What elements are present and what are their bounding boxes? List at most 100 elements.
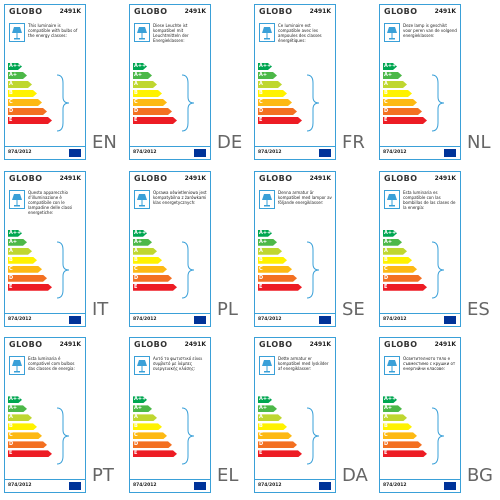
compatibility-text: Ce luminaire est compatible avec les amp… — [278, 23, 322, 43]
model-number: 2491K — [184, 174, 206, 182]
eu-flag — [194, 149, 206, 157]
compatibility-text: Denna armatur är kompatibel med lampor a… — [278, 189, 332, 205]
model-number: 2491K — [59, 8, 81, 15]
lamp-icon — [259, 23, 275, 42]
class-bracket — [180, 73, 200, 137]
brand-logo: GLOBO — [384, 173, 418, 183]
label-footer: 874/2012 — [5, 479, 85, 492]
lamp-glyph — [12, 360, 22, 373]
bracket-glyph — [306, 407, 320, 465]
class-bracket — [55, 406, 75, 470]
eu-flag — [319, 315, 331, 324]
energy-class-bar: A — [8, 81, 32, 88]
bracket-glyph — [181, 74, 195, 132]
energy-class-bar: A+ — [133, 239, 152, 246]
lamp-icon — [259, 189, 275, 209]
energy-class-bar: E — [383, 450, 427, 457]
regulation-number: 874/2012 — [258, 316, 282, 322]
energy-class-bar: C — [258, 432, 292, 439]
energy-class-bar: A++ — [134, 396, 147, 403]
regulation-number: 874/2012 — [258, 483, 282, 489]
energy-label-cell: GLOBO 2491K Oprawa oświetleniowa jest komp… — [125, 167, 250, 333]
lamp-glyph — [137, 27, 147, 40]
energy-class-bar: A — [258, 81, 282, 88]
energy-class-bar: E — [133, 450, 177, 457]
lamp-icon — [9, 23, 25, 42]
label-footer: 874/2012 — [5, 146, 85, 159]
bracket-glyph — [431, 407, 445, 465]
energy-class-bar: D — [133, 441, 172, 448]
energy-label-cell: GLOBO 2491K Denna armatur är kompatibel me… — [250, 167, 375, 333]
energy-class-bar: C — [133, 432, 167, 439]
label-footer: 874/2012 — [130, 312, 210, 326]
model-number: 2491K — [184, 8, 206, 15]
eu-flag — [444, 482, 456, 491]
eu-flag — [319, 149, 331, 157]
language-code: PL — [217, 298, 238, 320]
compatibility-text: Diese Leuchte ist kompatibel mit Leuchtm… — [153, 23, 189, 43]
lamp-icon — [384, 356, 400, 376]
lamp-glyph — [262, 27, 272, 40]
model-number: 2491K — [309, 8, 331, 15]
energy-class-bar: A+ — [8, 239, 27, 246]
energy-class-bar: A++ — [259, 229, 272, 236]
class-bracket — [180, 406, 200, 470]
language-code: SE — [342, 298, 365, 320]
energy-label-cell: GLOBO 2491K Осветителното тяло е съвместим… — [375, 333, 500, 499]
model-number: 2491K — [59, 174, 81, 182]
energy-class-bar: B — [258, 90, 287, 97]
energy-class-bar: B — [383, 90, 412, 97]
energy-label-cell: GLOBO 2491K This luminaire is compatible w… — [0, 0, 125, 166]
language-code: DE — [217, 132, 243, 153]
energy-class-bar: D — [383, 108, 422, 115]
class-bracket — [430, 73, 450, 137]
regulation-number: 874/2012 — [8, 316, 32, 322]
energy-class-bar: E — [383, 284, 427, 291]
class-bracket — [305, 240, 325, 304]
compatibility-text: This luminaire is compatible with bulbs … — [28, 23, 78, 38]
energy-label-cell: GLOBO 2491K Αυτό το φωτιστικό είναι συμβατ… — [125, 333, 250, 499]
language-code: PT — [92, 465, 114, 487]
label-footer: 874/2012 — [380, 479, 460, 492]
energy-label: GLOBO 2491K Oprawa oświetleniowa jest komp… — [129, 170, 211, 327]
energy-class-bar: A — [8, 248, 32, 255]
energy-class-bar: E — [383, 117, 427, 124]
brand-logo: GLOBO — [9, 340, 43, 350]
energy-class-bar: C — [383, 99, 417, 106]
regulation-number: 874/2012 — [8, 150, 32, 155]
class-bracket — [305, 73, 325, 137]
energy-class-bar: A++ — [384, 229, 397, 236]
lamp-icon — [134, 356, 150, 376]
regulation-number: 874/2012 — [383, 483, 407, 489]
language-code: NL — [467, 132, 491, 153]
energy-label: GLOBO 2491K Esta luminaria é compativel co… — [4, 337, 86, 494]
model-number: 2491K — [434, 174, 456, 182]
energy-label-cell: GLOBO 2491K Deze lamp is geschikt voor per… — [375, 0, 500, 166]
lamp-glyph — [387, 27, 397, 40]
energy-label: GLOBO 2491K Deze lamp is geschikt voor per… — [379, 4, 461, 160]
lamp-glyph — [387, 193, 397, 207]
bracket-glyph — [306, 74, 320, 132]
energy-label-cell: GLOBO 2491K Esta luminaria es compatible c… — [375, 167, 500, 333]
energy-class-bar: D — [133, 275, 172, 282]
model-number: 2491K — [434, 8, 456, 15]
energy-class-bar: A+ — [8, 405, 27, 412]
bracket-glyph — [56, 74, 70, 132]
energy-class-bar: C — [258, 99, 292, 106]
energy-label: GLOBO 2491K Ce luminaire est compatible av… — [254, 4, 336, 160]
energy-class-bar: D — [258, 108, 297, 115]
energy-class-bar: B — [258, 423, 287, 430]
language-code: IT — [92, 298, 109, 320]
bracket-glyph — [56, 241, 70, 299]
lamp-icon — [384, 23, 400, 42]
brand-logo: GLOBO — [384, 7, 418, 16]
energy-class-bar: A++ — [9, 63, 22, 69]
language-code: DA — [342, 465, 368, 487]
energy-class-bar: A+ — [133, 405, 152, 412]
energy-class-bar: C — [258, 266, 292, 273]
energy-class-bar: A++ — [9, 396, 22, 403]
brand-logo: GLOBO — [134, 340, 168, 350]
energy-class-bar: B — [133, 90, 162, 97]
energy-class-bar: A — [383, 81, 407, 88]
